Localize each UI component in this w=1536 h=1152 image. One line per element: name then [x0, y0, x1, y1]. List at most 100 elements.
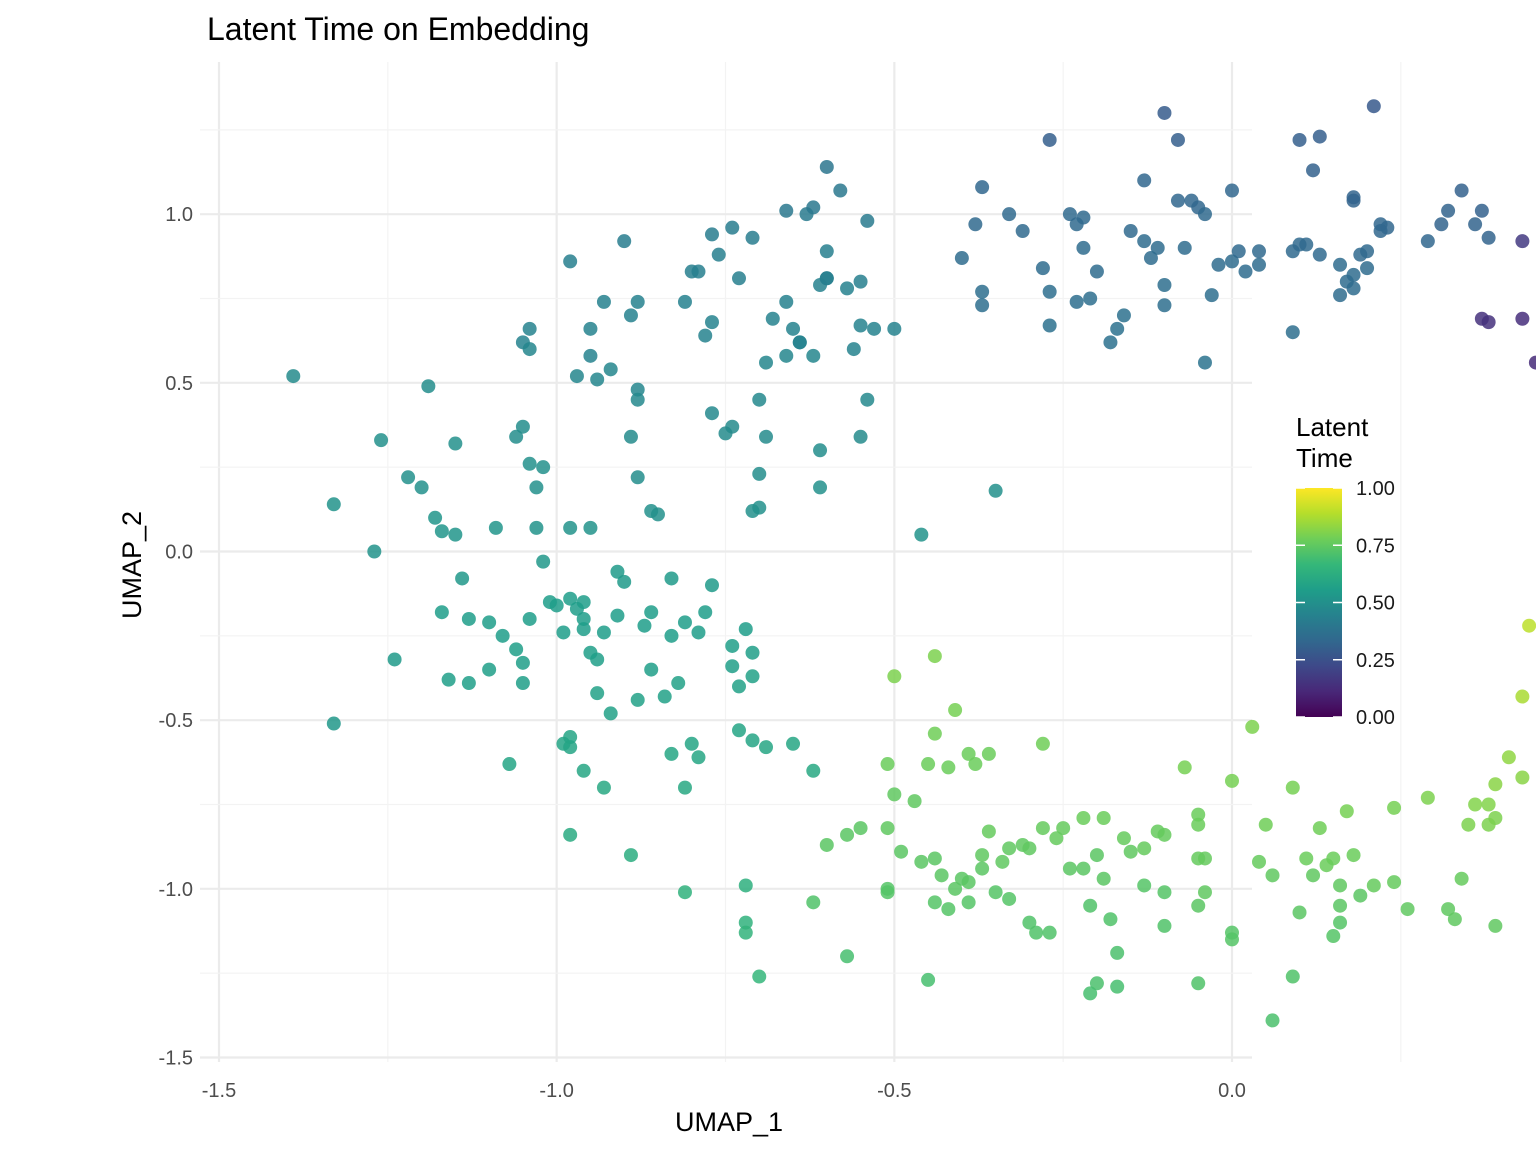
data-point [840, 827, 855, 842]
data-point [482, 662, 497, 677]
data-point [880, 885, 895, 900]
data-point [684, 736, 699, 751]
data-point [1062, 861, 1077, 876]
data-point [1022, 915, 1037, 930]
y-tick-label: -1.5 [159, 1047, 193, 1069]
data-point [880, 821, 895, 836]
data-point [738, 622, 753, 637]
data-point [563, 740, 578, 755]
data-point [704, 406, 719, 421]
data-point [745, 504, 760, 519]
data-point [1339, 804, 1354, 819]
data-point [961, 746, 976, 761]
data-point [576, 611, 591, 626]
data-point [1333, 288, 1348, 303]
data-point [1481, 315, 1496, 330]
data-point [1035, 821, 1050, 836]
y-tick-label: 0.0 [165, 542, 193, 564]
data-point [961, 895, 976, 910]
data-point [576, 622, 591, 637]
data-point [1474, 203, 1489, 218]
y-tick-label: 0.5 [165, 373, 193, 395]
data-point [887, 321, 902, 336]
data-point [1346, 190, 1361, 205]
data-point [434, 524, 449, 539]
data-point [1461, 817, 1476, 832]
data-point [853, 318, 868, 333]
data-point [1224, 183, 1239, 198]
data-point [1312, 247, 1327, 262]
data-point [563, 827, 578, 842]
data-point [968, 217, 983, 232]
data-point [1285, 969, 1300, 984]
data-point [1292, 132, 1307, 147]
data-point [1157, 105, 1172, 120]
data-point [704, 578, 719, 593]
data-point [927, 895, 942, 910]
data-point [819, 271, 834, 286]
data-point [1042, 284, 1057, 299]
data-point [1002, 207, 1017, 222]
data-point [1299, 237, 1314, 252]
data-point [1083, 986, 1098, 1001]
data-point [988, 885, 1003, 900]
data-point [421, 379, 436, 394]
data-point [664, 746, 679, 761]
legend-title-line-2: Time [1296, 443, 1353, 473]
data-point [367, 544, 382, 559]
data-point [1177, 240, 1192, 255]
data-point [583, 321, 598, 336]
data-point [441, 672, 456, 687]
data-point [880, 757, 895, 772]
data-point [921, 757, 936, 772]
data-point [1292, 905, 1307, 920]
data-point [921, 972, 936, 987]
data-point [752, 466, 767, 481]
data-point [914, 527, 929, 542]
data-point [461, 676, 476, 691]
data-point [650, 507, 665, 522]
data-point [1191, 851, 1206, 866]
data-point [975, 861, 990, 876]
data-point [590, 686, 605, 701]
data-point [1089, 264, 1104, 279]
data-point [401, 470, 416, 485]
data-point [623, 848, 638, 863]
data-point [326, 497, 341, 512]
data-point [1170, 193, 1185, 208]
data-point [1481, 797, 1496, 812]
legend-tick-label: 0.25 [1356, 650, 1395, 672]
data-point [1265, 868, 1280, 883]
data-point [1420, 234, 1435, 249]
color-legend: Latent Time 0.00 0.25 0.50 0.75 1.00 [1296, 412, 1395, 729]
data-point [461, 611, 476, 626]
data-point [1110, 321, 1125, 336]
data-point [1441, 203, 1456, 218]
data-point [1015, 837, 1030, 852]
data-point [934, 868, 949, 883]
data-point [434, 605, 449, 620]
data-point [1150, 240, 1165, 255]
data-point [725, 638, 740, 653]
data-point [387, 652, 402, 667]
y-axis-title: UMAP_2 [117, 511, 147, 619]
data-point [374, 433, 389, 448]
data-point [1116, 831, 1131, 846]
data-point [1522, 618, 1536, 633]
data-point [1096, 871, 1111, 886]
data-point [515, 676, 530, 691]
data-point [691, 625, 706, 640]
data-point [927, 649, 942, 664]
data-point [1481, 817, 1496, 832]
data-point [576, 595, 591, 610]
data-point [887, 787, 902, 802]
data-point [1062, 207, 1077, 222]
data-point [806, 200, 821, 215]
data-point [1515, 234, 1530, 249]
x-tick-label: -1.0 [539, 1080, 573, 1102]
data-points [286, 99, 1536, 1028]
data-point [596, 780, 611, 795]
legend-tick-label: 0.00 [1356, 707, 1395, 729]
data-point [1110, 979, 1125, 994]
